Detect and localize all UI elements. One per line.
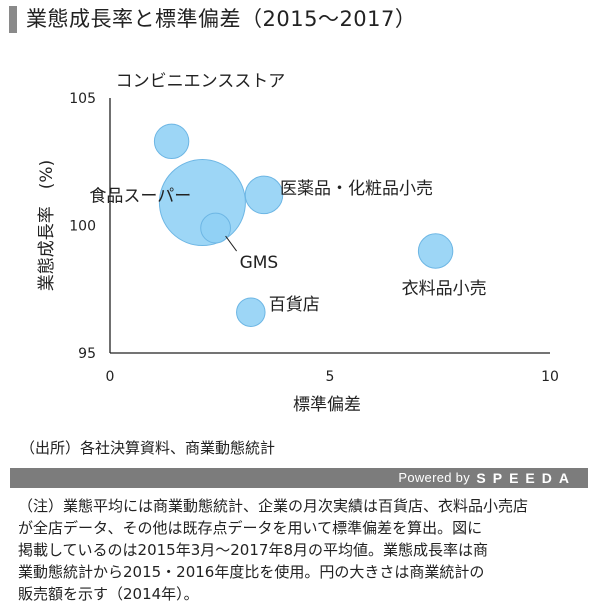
gms-leader-line <box>225 235 238 252</box>
bubble-label: GMS <box>240 253 279 273</box>
source-note: （出所）各社決算資料、商業動態統計 <box>20 439 276 457</box>
y-tick-label: 95 <box>78 346 96 362</box>
footnote-line: （注）業態平均には商業動態統計、企業の月次実績は百貨店、衣料品小売店 <box>18 497 529 515</box>
speeda-logo: SPEEDA <box>476 470 576 486</box>
powered-by-text: Powered by <box>398 470 470 485</box>
bubble-label: 医薬品・化粧品小売 <box>280 179 433 199</box>
footnote-line: が全店データ、その他は既存点データを用いて標準偏差を算出。図に <box>18 519 483 537</box>
y-tick-label: 100 <box>69 219 96 235</box>
bubble <box>244 175 284 215</box>
y-tick-label: 105 <box>69 91 96 107</box>
footnote-line: 掲載しているのは2015年3月～2017年8月の平均値。業態成長率は商 <box>18 541 488 559</box>
bubble-label: 食品スーパー <box>89 187 191 207</box>
x-axis-title: 標準偏差 <box>293 395 361 415</box>
chart-title: 業態成長率と標準偏差（2015～2017） <box>26 7 417 31</box>
footnote-line: 業動態統計から2015・2016年度比を使用。円の大きさは商業統計の <box>18 563 485 581</box>
bubble <box>200 212 231 244</box>
bubble-label: 百貨店 <box>269 295 320 315</box>
x-tick-label: 10 <box>541 369 559 385</box>
bubble <box>236 297 266 327</box>
footnote-line: 販売額を示す（2014年）。 <box>18 585 199 603</box>
x-tick-label: 5 <box>326 369 335 385</box>
bubble <box>417 233 454 269</box>
footnote: （注）業態平均には商業動態統計、企業の月次実績は百貨店、衣料品小売店 が全店デー… <box>18 495 592 605</box>
bubble <box>153 123 190 160</box>
bubble-label: コンビニエンスストア <box>116 71 286 91</box>
title-accent-bar <box>9 6 17 33</box>
powered-by-bar: Powered by SPEEDA <box>10 468 588 488</box>
y-axis-title: 業態成長率 (%) <box>37 160 57 291</box>
x-tick-label: 0 <box>106 369 115 385</box>
bubble-label: 衣料品小売 <box>402 279 487 299</box>
bubble-chart: 95 100 105 0 5 10 標準偏差 業態成長率 (%) コンビニエンスストア食品スーパ… <box>37 71 559 415</box>
